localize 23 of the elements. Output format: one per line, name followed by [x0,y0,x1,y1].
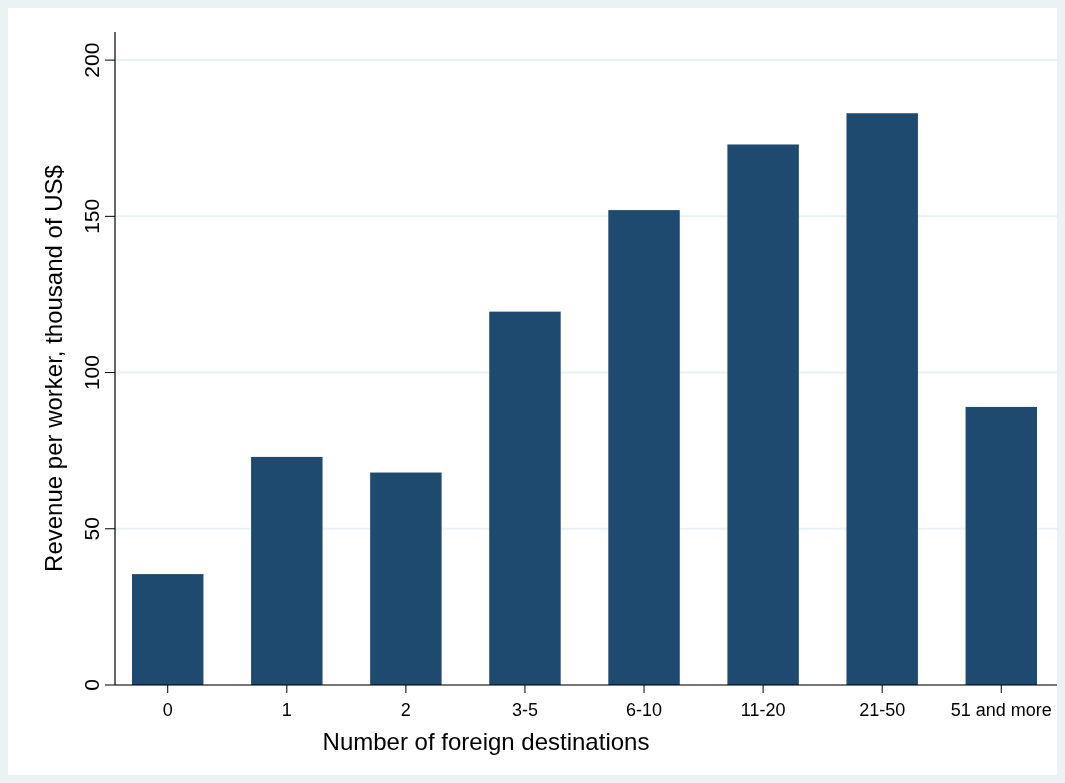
x-tick-label: 1 [281,700,292,720]
x-tick-label: 2 [400,700,411,720]
bar [132,574,204,685]
y-tick-label: 0 [80,679,103,691]
y-tick-label: 50 [80,517,103,541]
x-tick-label: 21-50 [859,700,906,720]
bar [370,472,442,685]
x-tick-label: 6-10 [626,700,663,720]
bar [965,406,1037,685]
x-tick-label: 3-5 [511,700,538,720]
bar [727,144,799,685]
y-axis-title: Revenue per worker, thousand of US$ [40,165,67,572]
x-tick-label: 51 and more [950,700,1052,720]
x-tick-label: 0 [162,700,173,720]
y-tick-label: 200 [80,42,103,78]
bar [489,311,561,685]
bar [608,210,680,685]
x-tick-label: 11-20 [740,700,786,720]
x-axis-title: Number of foreign destinations [322,728,650,755]
bar [846,113,918,685]
y-tick-label: 100 [80,355,103,391]
bar [251,456,323,685]
y-tick-label: 150 [80,198,103,234]
